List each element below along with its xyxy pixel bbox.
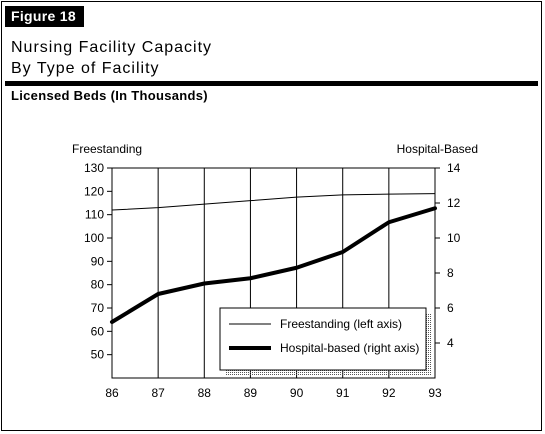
left-tick-label-100: 100 — [84, 231, 104, 245]
right-tick-label-10: 10 — [447, 231, 461, 245]
left-tick-label-80: 80 — [91, 278, 105, 292]
legend-label-0: Freestanding (left axis) — [280, 317, 402, 331]
right-tick-label-14: 14 — [447, 161, 461, 175]
right-tick-label-8: 8 — [447, 266, 454, 280]
right-axis-label: Hospital-Based — [397, 142, 478, 156]
right-tick-label-6: 6 — [447, 301, 454, 315]
left-tick-label-60: 60 — [91, 324, 105, 338]
figure-title-line-1: Nursing Facility Capacity — [11, 39, 213, 56]
right-tick-label-12: 12 — [447, 196, 461, 210]
figure-label: Figure 18 — [5, 6, 84, 27]
right-tick-label-4: 4 — [447, 336, 454, 350]
left-tick-label-110: 110 — [85, 208, 104, 222]
x-tick-label-86: 86 — [105, 386, 119, 400]
x-tick-label-87: 87 — [151, 386, 165, 400]
left-tick-label-50: 50 — [91, 348, 105, 362]
left-axis-label: Freestanding — [72, 142, 142, 156]
left-tick-label-130: 130 — [84, 161, 104, 175]
freestanding-series-line — [111, 193, 436, 211]
title-rule — [5, 81, 538, 86]
left-tick-label-90: 90 — [91, 254, 105, 268]
chart-subtitle: Licensed Beds (In Thousands) — [11, 88, 208, 103]
hospital-based-series-line — [110, 206, 437, 324]
x-tick-label-89: 89 — [244, 386, 258, 400]
x-tick-label-91: 91 — [336, 386, 350, 400]
x-tick-label-93: 93 — [428, 386, 442, 400]
left-tick-label-70: 70 — [91, 301, 105, 315]
legend-box — [219, 307, 427, 371]
x-tick-label-90: 90 — [290, 386, 304, 400]
legend-label-1: Hospital-based (right axis) — [280, 341, 419, 355]
left-tick-label-120: 120 — [84, 184, 104, 198]
figure-title-line-2: By Type of Facility — [11, 60, 160, 77]
x-tick-label-92: 92 — [382, 386, 396, 400]
x-tick-label-88: 88 — [198, 386, 212, 400]
